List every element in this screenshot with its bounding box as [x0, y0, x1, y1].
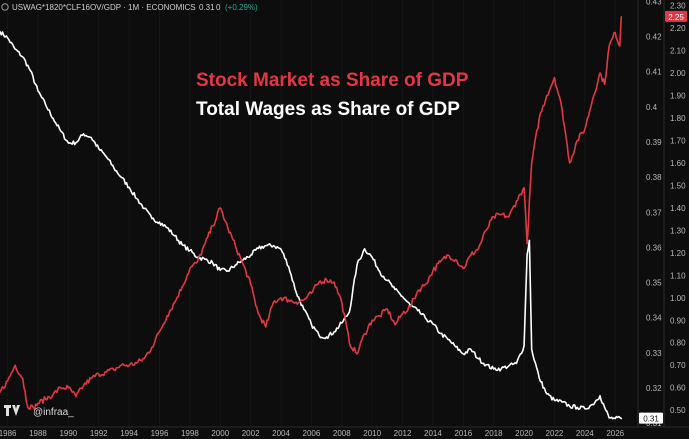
x-tick-label: 2002: [242, 429, 260, 438]
right-price-scale: 2.30 2.20 2.10 2.00 1.90 1.80 1.70 1.60 1.50 1.40…: [670, 2, 686, 416]
grid: [7, 0, 616, 427]
white-badge-background: [639, 412, 663, 424]
right-tick-label: 1.80: [670, 114, 686, 123]
right-tick-label: 1.60: [670, 159, 686, 168]
red-badge-background: [665, 10, 687, 22]
white-last-badge: 0.31: [639, 412, 663, 424]
x-tick-label: 2010: [363, 429, 381, 438]
left-tick-label: 0.32: [646, 384, 662, 393]
x-tick-label: 1990: [59, 429, 77, 438]
white-badge-value: 0.31: [643, 415, 659, 424]
symbol-icon: [1, 3, 9, 11]
right-tick-label: 0.80: [670, 339, 686, 348]
x-tick-label: 1992: [90, 429, 108, 438]
left-tick-label: 0.42: [646, 33, 662, 42]
wages-series-line: [0, 30, 623, 420]
stock-market-series-line: [0, 16, 623, 411]
red-badge-value: 2.25: [668, 13, 684, 22]
x-tick-label: 1986: [0, 429, 17, 438]
right-tick-label: 1.10: [670, 271, 686, 280]
x-tick-label: 1996: [151, 429, 169, 438]
right-tick-label: 0.70: [670, 361, 686, 370]
right-tick-label: 1.30: [670, 226, 686, 235]
tradingview-logo-icon: [4, 405, 20, 416]
time-axis: 1986 1988 1990 1992 1994 1996 1998 2000 2002 2004…: [0, 429, 625, 438]
right-tick-label: 1.90: [670, 92, 686, 101]
left-tick-label: 0.43: [646, 0, 662, 6]
right-tick-label: 2.10: [670, 47, 686, 56]
x-tick-label: 2012: [394, 429, 412, 438]
x-tick-label: 1998: [181, 429, 199, 438]
x-tick-label: 2000: [211, 429, 229, 438]
right-tick-label: 1.00: [670, 294, 686, 303]
left-tick-label: 0.33: [646, 349, 662, 358]
header-change: (+0.29%): [225, 3, 258, 12]
x-tick-label: 2026: [606, 429, 624, 438]
x-tick-label: 2006: [303, 429, 321, 438]
left-tick-label: 0.35: [646, 279, 662, 288]
header-value-2: 0: [216, 3, 221, 12]
left-tick-label: 0.38: [646, 173, 662, 182]
right-tick-label: 1.70: [670, 136, 686, 145]
red-last-badge: 2.25: [665, 10, 687, 22]
left-tick-label: 0.34: [646, 314, 662, 323]
x-tick-label: 1994: [120, 429, 138, 438]
right-tick-label: 2.00: [670, 69, 686, 78]
right-tick-label: 2.30: [670, 2, 686, 11]
left-tick-label: 0.37: [646, 208, 662, 217]
right-tick-label: 2.20: [670, 24, 686, 33]
right-tick-label: 0.50: [670, 406, 686, 415]
right-tick-label: 0.90: [670, 316, 686, 325]
watermark-handle: @infraa_: [33, 407, 74, 418]
chart-header: USWAG*1820*CLF16OV/GDP · 1M · ECONOMICS …: [1, 3, 258, 12]
right-tick-label: 1.40: [670, 204, 686, 213]
x-tick-label: 2024: [576, 429, 594, 438]
right-tick-label: 0.60: [670, 384, 686, 393]
x-tick-label: 2008: [333, 429, 351, 438]
x-tick-label: 2022: [546, 429, 564, 438]
right-tick-label: 1.20: [670, 249, 686, 258]
title-total-wages: Total Wages as Share of GDP: [196, 99, 460, 120]
left-tick-label: 0.31: [646, 419, 662, 428]
x-tick-label: 2020: [515, 429, 533, 438]
x-tick-label: 1988: [29, 429, 47, 438]
left-tick-label: 0.4: [646, 103, 658, 112]
header-value: 0.31: [199, 3, 215, 12]
left-tick-label: 0.39: [646, 138, 662, 147]
left-price-scale: 0.43 0.42 0.41 0.4 0.39 0.38 0.37 0.36 0.35 0.34 0…: [646, 0, 662, 428]
left-tick-label: 0.36: [646, 243, 662, 252]
watermark: @infraa_: [4, 405, 74, 418]
x-tick-label: 2016: [454, 429, 472, 438]
x-tick-label: 2018: [485, 429, 503, 438]
symbol-label[interactable]: USWAG*1820*CLF16OV/GDP · 1M · ECONOMICS: [12, 3, 196, 12]
x-tick-label: 2014: [424, 429, 442, 438]
x-tick-label: 2004: [272, 429, 290, 438]
right-tick-label: 1.50: [670, 181, 686, 190]
title-stock-market: Stock Market as Share of GDP: [196, 70, 469, 91]
series-layer: [0, 16, 623, 420]
left-tick-label: 0.41: [646, 68, 662, 77]
